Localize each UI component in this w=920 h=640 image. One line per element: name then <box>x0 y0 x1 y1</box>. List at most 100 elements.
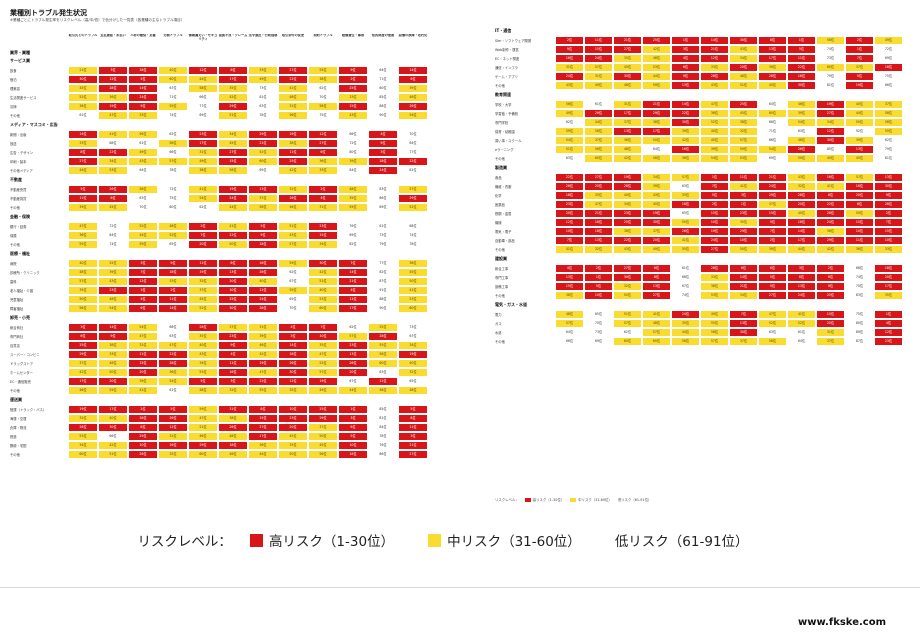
row-label: 放送 <box>10 142 17 146</box>
risk-cell: 57位 <box>730 137 757 144</box>
risk-cell: 19位 <box>69 406 97 413</box>
risk-cell: 42位 <box>249 351 277 358</box>
risk-cell: 60位 <box>309 305 337 312</box>
risk-cell: 73位 <box>249 85 277 92</box>
table-row: 陸運（トラック・バス） 19位 17位 2位 5位 59位 31位 8位 10位 25位 1位 85位… <box>10 405 435 414</box>
risk-cell: 36位 <box>701 110 728 117</box>
row-label: 学習塾・予備校 <box>495 112 519 116</box>
risk-cell: 62位 <box>279 269 307 276</box>
risk-cell: 1位 <box>788 37 815 44</box>
table-header-row: 業界・業種 取引先とのトラブル 支払遅延・未払い 人材の確保・定着 労務トラブル 情報漏え… <box>10 26 435 56</box>
risk-cell: 85位 <box>369 406 397 413</box>
risk-cell: 4位 <box>369 131 397 138</box>
risk-cell: 60位 <box>369 360 397 367</box>
risk-cell: 3位 <box>219 378 247 385</box>
risk-cell: 69位 <box>189 112 217 119</box>
risk-cell: 88位 <box>369 296 397 303</box>
risk-cell: 26位 <box>339 360 367 367</box>
risk-cell: 13位 <box>759 46 786 53</box>
risk-cell: 4位 <box>875 320 902 327</box>
risk-cell: 53位 <box>399 296 427 303</box>
risk-cell: 29位 <box>643 110 670 117</box>
risk-cell: 25位 <box>585 183 612 190</box>
small-legend-high-label: 高リスク（1-30位） <box>532 498 565 502</box>
row-label: 医薬品 <box>495 203 505 207</box>
table-row: SIer・ソフトウェア開発 2位 11位 21位 25位 1位 14位 30位 8位 1位 58位 2… <box>495 36 920 45</box>
table-row: 化学 18位 35位 40位 43位 33位 5位 3位 29位 28位 8位 20位 9位 <box>495 191 920 200</box>
risk-cell: 29位 <box>585 110 612 117</box>
risk-cell: 11位 <box>730 174 757 181</box>
risk-cell: 28位 <box>701 73 728 80</box>
risk-cell: 14位 <box>159 305 187 312</box>
table-row: 広告・デザイン 8位 22位 49位 66位 31位 27位 52位 11位 6位 80位 3位 77位 <box>10 148 435 157</box>
risk-cell: 45位 <box>399 269 427 276</box>
risk-cell: 64位 <box>129 167 157 174</box>
risk-cell: 58位 <box>701 329 728 336</box>
row-label: 児童福祉 <box>10 298 24 302</box>
row-label: 繊維・衣服 <box>495 185 512 189</box>
risk-cell: 37位 <box>189 287 217 294</box>
risk-cell: 22位 <box>99 149 127 156</box>
table-row: EC・ネット関連 16位 24位 35位 46位 4位 12位 34位 17位 11位 73位 7位 6… <box>495 54 920 63</box>
row-label: 陸運（トラック・バス） <box>10 408 47 412</box>
row-label: 食品 <box>495 176 502 180</box>
risk-cell: 36位 <box>159 369 187 376</box>
risk-cell: 19位 <box>846 82 873 89</box>
risk-cell: 39位 <box>339 158 367 165</box>
risk-cell: 57位 <box>399 186 427 193</box>
row-label: 診療所・クリニック <box>10 271 40 275</box>
risk-cell: 89位 <box>369 204 397 211</box>
risk-cell: 58位 <box>817 37 844 44</box>
risk-cell: 45位 <box>701 137 728 144</box>
risk-cell: 11位 <box>159 296 187 303</box>
site-url: www.fkske.com <box>797 617 886 628</box>
risk-cell: 15位 <box>701 210 728 217</box>
risk-cell: 47位 <box>701 101 728 108</box>
risk-cell: 24位 <box>759 183 786 190</box>
risk-cell: 53位 <box>189 369 217 376</box>
risk-cell: 40位 <box>69 260 97 267</box>
row-label: ホームセンター <box>10 371 33 375</box>
risk-cell: 15位 <box>585 46 612 53</box>
risk-cell: 47位 <box>189 415 217 422</box>
high-swatch-icon <box>524 498 531 502</box>
risk-cell: 13位 <box>219 269 247 276</box>
table-row: ゲーム・アプリ 24位 31位 30位 44位 9位 28位 48位 28位 16位 79位 5位 75… <box>495 72 920 81</box>
risk-cell: 70位 <box>129 204 157 211</box>
risk-cell: 48位 <box>159 223 187 230</box>
risk-cell: 37位 <box>817 338 844 345</box>
risk-cell: 36位 <box>99 94 127 101</box>
risk-cell: 32位 <box>788 183 815 190</box>
legend-low-label: 低リスク（61-91位） <box>614 534 749 550</box>
risk-cell: 36位 <box>309 158 337 165</box>
risk-cell: 30位 <box>309 260 337 267</box>
risk-cell: 4位 <box>309 195 337 202</box>
risk-cell: 32位 <box>730 128 757 135</box>
risk-cell: 22位 <box>556 174 583 181</box>
risk-cell: 83位 <box>369 186 397 193</box>
table-row: その他 39位 45位 70位 80位 62位 44位 58位 46位 31位 59位 89位 52位 <box>10 203 435 212</box>
risk-cell: 64位 <box>399 140 427 147</box>
risk-cell: 27位 <box>399 451 427 458</box>
risk-cell: 29位 <box>189 442 217 449</box>
risk-cell: 60位 <box>69 451 97 458</box>
risk-cell: 40位 <box>701 128 728 135</box>
row-label: Web制作・運営 <box>495 48 519 52</box>
risk-cell: 58位 <box>189 85 217 92</box>
risk-cell: 5位 <box>585 283 612 290</box>
row-label: 専門工事 <box>495 276 509 280</box>
risk-cell: 18位 <box>788 219 815 226</box>
risk-cell: 59位 <box>730 146 757 153</box>
risk-cell: 12位 <box>189 67 217 74</box>
risk-cell: 72位 <box>875 46 902 53</box>
risk-cell: 3位 <box>129 260 157 267</box>
risk-cell: 5位 <box>399 406 427 413</box>
risk-cell: 14位 <box>730 274 757 281</box>
risk-cell: 29位 <box>69 351 97 358</box>
risk-cell: 2位 <box>129 406 157 413</box>
risk-cell: 9位 <box>219 342 247 349</box>
risk-cell: 35位 <box>159 451 187 458</box>
risk-cell: 37位 <box>309 424 337 431</box>
risk-cell: 52位 <box>129 223 157 230</box>
risk-cell: 60位 <box>614 338 641 345</box>
